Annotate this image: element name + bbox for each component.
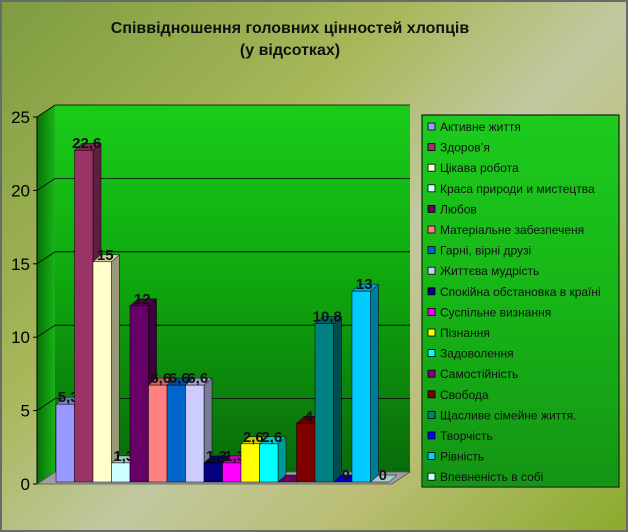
bar-front (296, 423, 316, 483)
data-label: 22,6 (72, 135, 101, 152)
data-label: 1,3 (206, 448, 227, 465)
legend-entry: Життєва мудрість (440, 264, 539, 278)
legend-entry: Цікава робота (440, 161, 519, 175)
legend-entry: Матеріальне забезпеченя (440, 223, 584, 237)
legend-swatch (427, 472, 436, 481)
bar-front (185, 384, 205, 483)
legend-entry: Любов (440, 202, 477, 216)
legend-entry: Щасливе сімейне життя. (440, 408, 577, 422)
legend-swatch (427, 307, 436, 316)
legend-swatch (427, 266, 436, 275)
bar-side (333, 315, 342, 483)
legend-entry: Краса природи и мистецтва (440, 182, 595, 196)
bar-front (92, 261, 112, 483)
legend-entry: Спокійна обстановка в країні (440, 285, 601, 299)
data-label: 4 (305, 408, 314, 425)
chart-title-line-1: Співвідношення головних цінностей хлопці… (111, 20, 470, 37)
y-tick-label: 10 (11, 328, 30, 347)
gridline-side (36, 104, 56, 118)
bar (369, 474, 398, 483)
data-label: 1,3 (113, 448, 134, 465)
legend-background (423, 116, 618, 486)
side-wall (37, 105, 55, 484)
y-tick-label: 5 (21, 402, 30, 421)
data-label: 6,6 (187, 370, 208, 387)
bar (258, 436, 287, 483)
data-label: 2,6 (261, 429, 282, 446)
y-tick-label: 20 (11, 181, 30, 200)
data-label: 5,3 (58, 389, 79, 406)
legend-entry: Свобода (440, 388, 489, 402)
legend-entry: Самостійність (440, 367, 518, 381)
legend-swatch (427, 184, 436, 193)
legend-entry: Задоволення (440, 347, 514, 361)
data-label: 15 (97, 247, 114, 264)
legend-entry: Гарні, вірні друзі (440, 244, 531, 258)
legend-entry: Впевненість в собі (440, 470, 543, 484)
legend-swatch (427, 410, 436, 419)
data-label: 6,6 (169, 370, 190, 387)
bar-top (369, 474, 398, 483)
legend-entry: Рівність (440, 450, 484, 464)
data-label: 6,6 (150, 370, 171, 387)
legend-swatch (427, 143, 436, 152)
gridline-side (36, 398, 56, 411)
legend-swatch (427, 122, 436, 131)
gridline-side (36, 324, 56, 338)
bar-front (74, 149, 94, 483)
legend-swatch (427, 246, 436, 255)
y-tick-label: 0 (21, 475, 30, 494)
y-tick-label: 15 (11, 255, 30, 274)
legend-swatch (427, 328, 436, 337)
bar-side (370, 283, 379, 483)
legend-swatch (427, 369, 436, 378)
data-label: 0 (342, 467, 350, 484)
legend-swatch (427, 225, 436, 234)
legend-entry: Активне життя (440, 120, 521, 134)
legend-swatch (427, 163, 436, 172)
bar-front (259, 443, 279, 483)
legend-entry: Здоров’я (440, 141, 490, 155)
legend-swatch (427, 204, 436, 213)
y-tick-label: 25 (11, 108, 30, 127)
bar (184, 377, 213, 483)
legend-entry: Пізнання (440, 326, 490, 340)
bar-front (351, 290, 371, 483)
bar (92, 254, 121, 483)
chart-title-line-2: (у відсотках) (240, 42, 340, 59)
data-label: 10,8 (313, 308, 342, 325)
legend-swatch (427, 431, 436, 440)
data-label: 2,6 (243, 429, 264, 446)
bar-front (203, 462, 223, 483)
bar-front (166, 384, 186, 483)
bar-front (129, 305, 149, 483)
gridline-side (36, 251, 56, 265)
legend-swatch (427, 390, 436, 399)
bar-front (222, 462, 242, 483)
gridline-side (36, 178, 56, 191)
bar-front (314, 323, 334, 483)
bar-front (240, 443, 260, 483)
bar (351, 283, 380, 483)
data-label: 1,3 (224, 448, 245, 465)
bar-front (55, 403, 75, 483)
legend-swatch (427, 287, 436, 296)
bar-front (111, 462, 131, 483)
data-label: 13 (356, 276, 373, 293)
data-label: 12 (134, 291, 151, 308)
bar-front (148, 384, 168, 483)
bar (314, 315, 343, 483)
legend-entry: Творчість (440, 429, 493, 443)
legend-entry: Суспільне визнання (440, 305, 551, 319)
legend-swatch (427, 452, 436, 461)
legend-swatch (427, 349, 436, 358)
data-label: 0 (379, 467, 387, 484)
